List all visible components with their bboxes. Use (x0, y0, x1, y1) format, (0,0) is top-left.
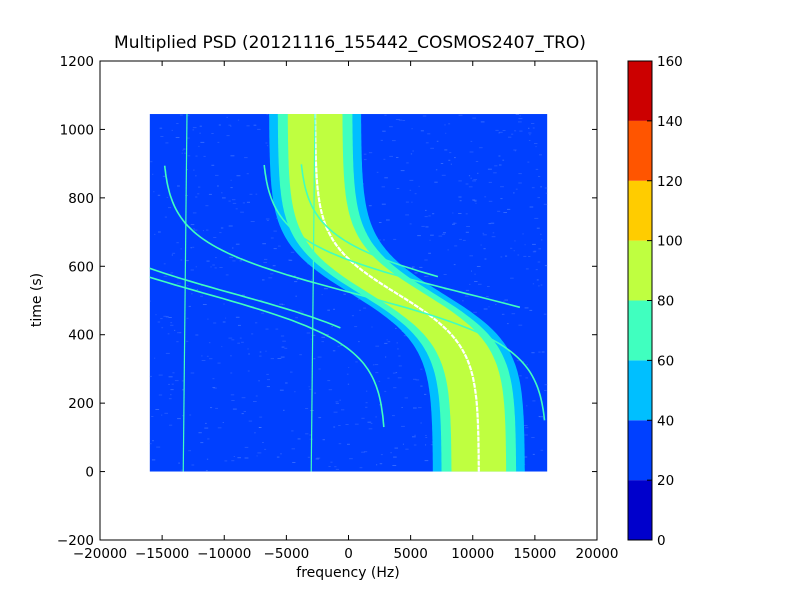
y-tick-label: 200 (68, 396, 94, 412)
y-tick-label: 600 (68, 259, 94, 275)
colorbar-level-4 (628, 240, 652, 301)
signal-trace-4 (263, 164, 521, 309)
colorbar-tick-label: 80 (657, 294, 674, 310)
signal-trace-5 (300, 164, 439, 278)
x-axis-label: frequency (Hz) (296, 565, 399, 581)
x-tick-label: 20000 (576, 546, 619, 562)
y-tick-label: 1000 (60, 122, 94, 138)
x-tick-label: 15000 (513, 546, 556, 562)
x-tick-label: 0 (344, 546, 353, 562)
x-tick-label: 5000 (393, 546, 427, 562)
colorbar-tick-label: 20 (657, 473, 674, 489)
colorbar-tick-label: 140 (657, 114, 683, 130)
colorbar-tick-label: 40 (657, 413, 674, 429)
colorbar-level-0 (628, 480, 652, 540)
colorbar-tick-label: 60 (657, 353, 674, 369)
signal-trace-3 (163, 165, 546, 421)
signal-trace-2 (149, 267, 341, 329)
colorbar-tick-label: 100 (657, 234, 683, 250)
colorbar-tick-label: 0 (657, 533, 666, 549)
main-signal-peak-trace (314, 114, 480, 472)
colorbar-level-3 (628, 300, 652, 361)
y-axis: −200 0 200 400 600 800 1000 1200 (57, 54, 597, 549)
y-tick-label: 400 (68, 328, 94, 344)
colorbar-level-2 (628, 360, 652, 421)
y-tick-label: 800 (68, 191, 94, 207)
colorbar-tick-label: 160 (657, 54, 683, 70)
x-tick-label: −20000 (73, 546, 127, 562)
y-tick-label: 1200 (60, 54, 94, 70)
x-tick-label: 10000 (451, 546, 494, 562)
colorbar: 0 20 40 60 80 100 120 140 160 (627, 54, 683, 549)
chart-title: Multiplied PSD (20121116_155442_COSMOS24… (114, 33, 586, 53)
colorbar-level-7 (628, 61, 652, 121)
y-tick-label: 0 (85, 465, 94, 481)
x-tick-label: −15000 (135, 546, 189, 562)
y-tick-label: −200 (57, 533, 94, 549)
signal-trace-1 (149, 276, 385, 428)
x-tick-label: −10000 (197, 546, 251, 562)
x-axis: −20000 −15000 −10000 −5000 0 5000 10000 15000 20… (73, 61, 619, 562)
heatmap (149, 114, 548, 472)
colorbar-level-5 (628, 180, 652, 241)
colorbar-tick-label: 120 (657, 174, 683, 190)
vertical-line-1 (182, 114, 188, 472)
colorbar-level-6 (628, 120, 652, 181)
colorbar-level-1 (628, 420, 652, 481)
y-axis-label: time (s) (29, 273, 45, 327)
plot-area: −20000 −15000 −10000 −5000 0 5000 10000 15000 20… (57, 54, 619, 562)
vertical-line-2 (310, 114, 316, 472)
x-tick-label: −5000 (264, 546, 310, 562)
